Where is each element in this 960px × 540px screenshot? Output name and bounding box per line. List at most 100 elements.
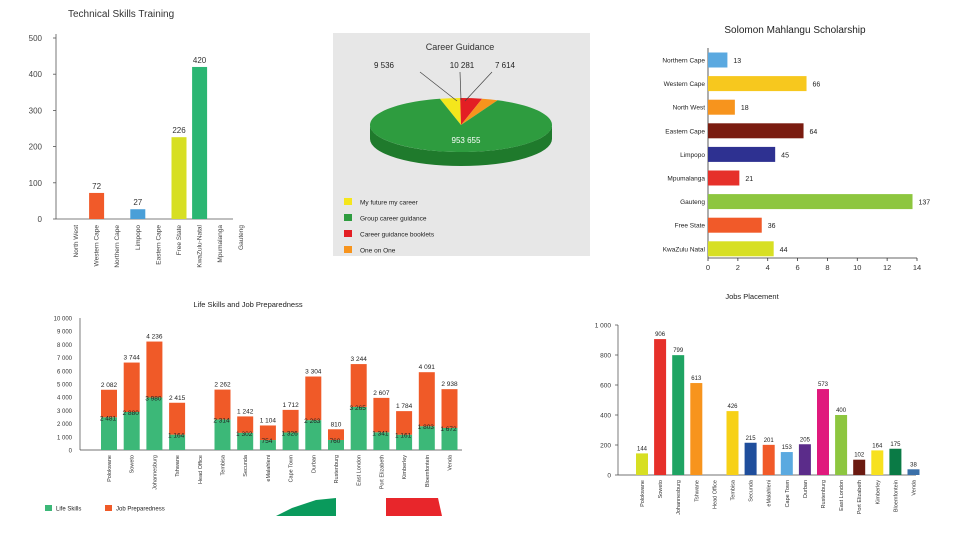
lifeskills-data-label: 2 263 bbox=[304, 418, 321, 425]
lifeskills-bar-segment bbox=[123, 362, 140, 412]
lifeskills-y-tick-label: 3 000 bbox=[57, 409, 73, 415]
lifeskills-y-tick-label: 1 000 bbox=[57, 435, 73, 441]
technical-bar bbox=[192, 66, 208, 220]
lifeskills-category-label: Tembisa bbox=[221, 454, 227, 475]
lifeskills-bar-segment bbox=[101, 389, 117, 418]
solomon-data-label: 64 bbox=[810, 129, 818, 136]
career-title: Career Guidance bbox=[426, 42, 495, 52]
lifeskills-data-label: 1 784 bbox=[396, 403, 413, 410]
solomon-bar bbox=[708, 170, 740, 186]
jobs-bar bbox=[636, 453, 648, 475]
lifeskills-bar-segment bbox=[418, 426, 435, 450]
technical-category-label: Western Cape bbox=[94, 225, 101, 267]
lifeskills-bar-segment bbox=[305, 376, 322, 421]
solomon-bar bbox=[708, 217, 762, 233]
lifeskills-legend-label: Life Skills bbox=[56, 507, 81, 513]
lifeskills-category-label: Bloemfontein bbox=[425, 455, 431, 487]
jobs-bar bbox=[871, 450, 884, 475]
jobs-data-label: 164 bbox=[872, 443, 883, 449]
lifeskills-data-label: 3 744 bbox=[124, 355, 141, 362]
lifeskills-y-tick-label: 8 000 bbox=[57, 343, 73, 349]
jobs-category-label: Tembisa bbox=[731, 479, 737, 500]
solomon-category-label: Western Cape bbox=[664, 81, 706, 88]
lifeskills-data-label: 4 091 bbox=[419, 364, 436, 371]
jobs-data-label: 906 bbox=[655, 332, 666, 338]
technical-y-tick-label: 0 bbox=[38, 215, 43, 224]
pie-side bbox=[370, 125, 552, 166]
solomon-data-label: 44 bbox=[780, 247, 788, 254]
pie-legend-label: Career guidance booklets bbox=[360, 232, 435, 239]
solomon-bar bbox=[708, 146, 776, 162]
lifeskills-bar-segment bbox=[350, 406, 367, 450]
lifeskills-data-label: 760 bbox=[330, 438, 341, 445]
technical-y-tick-label: 200 bbox=[29, 143, 43, 152]
jobs-category-label: Soweto bbox=[658, 480, 664, 498]
lifeskills-category-label: Soweto bbox=[130, 455, 136, 473]
solomon-x-tick-label: 10 bbox=[853, 263, 861, 272]
decorative-red-shape bbox=[386, 498, 442, 516]
lifeskills-bar-segment bbox=[328, 429, 344, 440]
lifeskills-category-label: East London bbox=[357, 455, 363, 486]
lifeskills-legend-label: Job Preparedness bbox=[116, 507, 165, 513]
pie-legend-swatch bbox=[344, 214, 352, 221]
lifeskills-category-label: Johannesburg bbox=[152, 455, 158, 490]
jobs-category-label: Head Office bbox=[712, 480, 718, 509]
technical-y-tick-label: 500 bbox=[29, 34, 43, 43]
lifeskills-data-label: 2 607 bbox=[373, 390, 390, 397]
lifeskills-bar-segment bbox=[282, 409, 299, 433]
jobs-bar bbox=[690, 383, 703, 475]
jobs-bar bbox=[798, 444, 811, 475]
lifeskills-data-label: 3 265 bbox=[350, 405, 367, 412]
lifeskills-category-label: Rustenburg bbox=[334, 455, 340, 483]
solomon-category-label: North West bbox=[673, 105, 706, 112]
solomon-x-tick-label: 14 bbox=[913, 263, 921, 272]
solomon-chart: Solomon Mahlangu Scholarship 0 2 4 6 8 10 12 14… bbox=[662, 25, 930, 272]
lifeskills-data-label: 3 244 bbox=[351, 356, 368, 363]
lifeskills-data-label: 3 980 bbox=[145, 395, 162, 402]
solomon-bar bbox=[708, 123, 804, 139]
solomon-bar bbox=[708, 194, 913, 210]
jobs-y-tick-label: 0 bbox=[607, 473, 611, 480]
technical-category-label: Limpopo bbox=[135, 225, 142, 250]
lifeskills-category-label: Secunda bbox=[243, 454, 249, 477]
jobs-bar bbox=[780, 452, 793, 475]
lifeskills-bar-segment bbox=[146, 397, 163, 450]
jobs-y-tick-label: 400 bbox=[600, 413, 611, 420]
solomon-x-tick-label: 8 bbox=[825, 263, 829, 272]
jobs-data-label: 153 bbox=[782, 445, 793, 451]
lifeskills-data-label: 1 164 bbox=[168, 433, 185, 440]
jobs-bar bbox=[762, 444, 775, 475]
lifeskills-bar-segment bbox=[441, 427, 458, 450]
jobs-category-label: Venda bbox=[912, 479, 918, 496]
solomon-data-label: 45 bbox=[781, 152, 789, 159]
technical-y-tick-label: 100 bbox=[29, 179, 43, 188]
lifeskills-bar-segment bbox=[123, 411, 140, 450]
technical-bar bbox=[171, 137, 187, 219]
pie-slice bbox=[461, 98, 498, 125]
lifeskills-data-label: 810 bbox=[331, 421, 342, 428]
jobs-y-tick-label: 200 bbox=[600, 443, 611, 450]
solomon-category-label: KwaZulu Natal bbox=[663, 246, 706, 253]
jobs-data-label: 144 bbox=[637, 446, 648, 452]
lifeskills-bar-segment bbox=[305, 420, 322, 450]
jobs-bar bbox=[817, 389, 829, 475]
solomon-data-label: 36 bbox=[768, 223, 776, 230]
pie-callout-line bbox=[459, 71, 462, 101]
lifeskills-bar-segment bbox=[373, 397, 390, 433]
solomon-data-label: 66 bbox=[813, 82, 821, 89]
solomon-data-label: 18 bbox=[741, 105, 749, 112]
jobs-data-label: 205 bbox=[800, 437, 811, 443]
technical-category-label: Mpumalanga bbox=[217, 225, 224, 263]
solomon-data-label: 13 bbox=[733, 58, 741, 65]
jobs-y-tick-label: 1 000 bbox=[595, 323, 612, 330]
jobs-category-label: Port Elizabeth bbox=[857, 480, 863, 514]
lifeskills-legend-swatch bbox=[105, 505, 112, 511]
jobs-data-label: 799 bbox=[673, 348, 684, 354]
lifeskills-data-label: 1 803 bbox=[418, 424, 435, 431]
pie-slice-label: 7 614 bbox=[495, 61, 516, 70]
lifeskills-bar-segment bbox=[169, 402, 186, 435]
jobs-bar bbox=[907, 469, 920, 475]
solomon-x-tick-label: 12 bbox=[883, 263, 891, 272]
career-chart: Career Guidance 9 536 10 281 7 614 953 655 M… bbox=[333, 33, 590, 256]
